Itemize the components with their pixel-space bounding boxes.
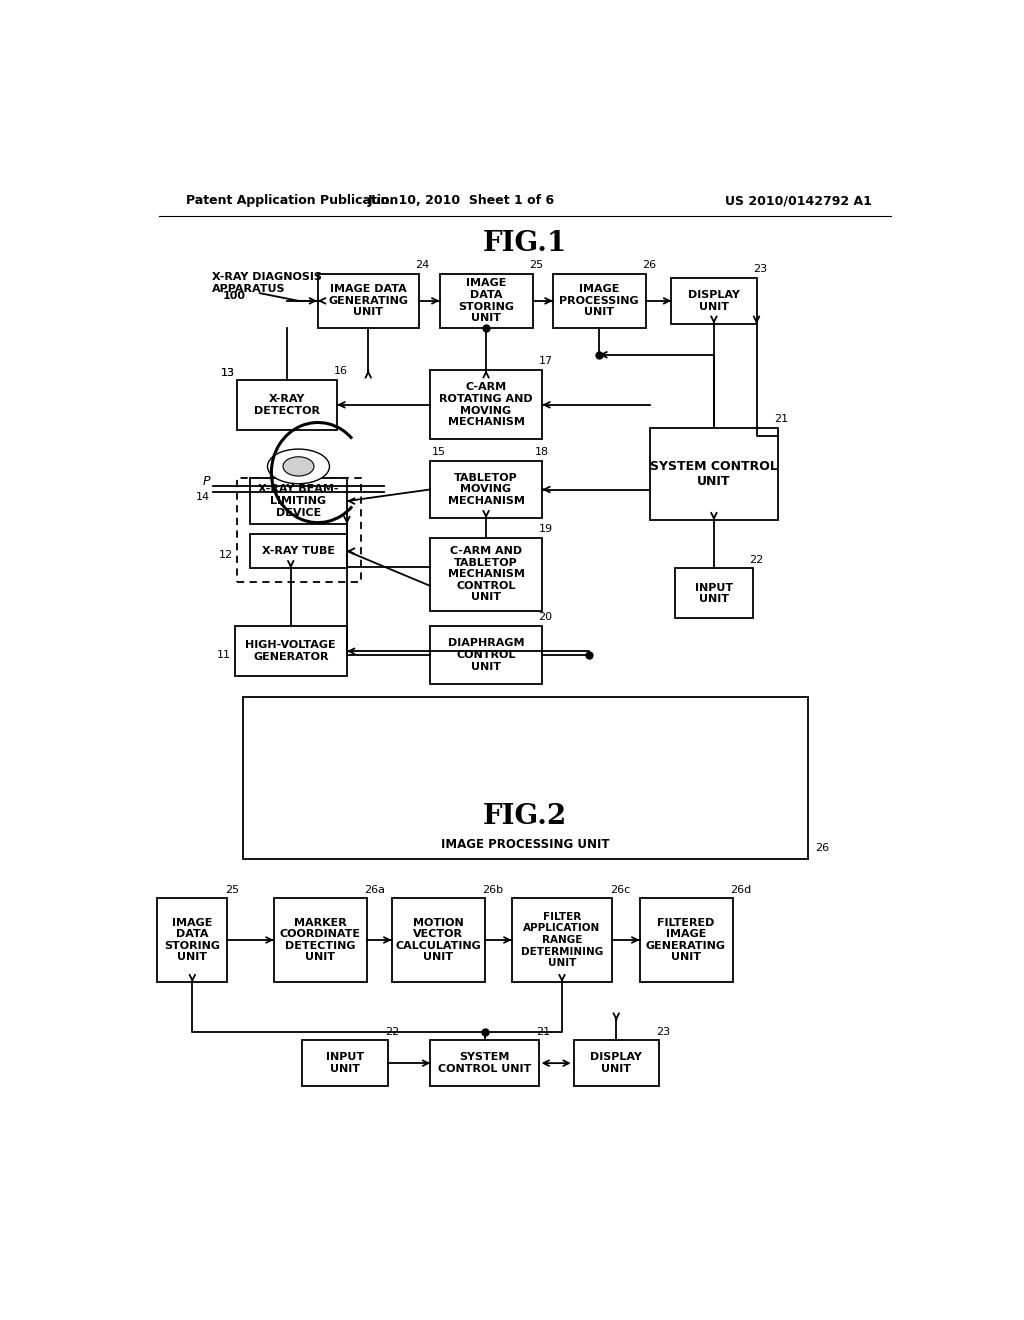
Bar [250, 478, 347, 524]
Text: 26: 26 [815, 843, 828, 853]
Text: INPUT
UNIT: INPUT UNIT [695, 582, 733, 605]
Bar [250, 533, 347, 569]
Bar [439, 275, 532, 327]
Ellipse shape [283, 457, 314, 477]
Text: 11: 11 [217, 649, 230, 660]
Text: HIGH-VOLTAGE
GENERATOR: HIGH-VOLTAGE GENERATOR [246, 640, 336, 663]
Bar [273, 898, 367, 982]
Text: DIAPHRAGM
CONTROL
UNIT: DIAPHRAGM CONTROL UNIT [447, 639, 524, 672]
Text: IMAGE
DATA
STORING
UNIT: IMAGE DATA STORING UNIT [458, 279, 514, 323]
Text: X-RAY TUBE: X-RAY TUBE [262, 546, 335, 556]
Text: C-ARM AND
TABLETOP
MECHANISM
CONTROL
UNIT: C-ARM AND TABLETOP MECHANISM CONTROL UNI… [447, 546, 524, 602]
Bar [317, 275, 419, 327]
Text: 25: 25 [225, 884, 239, 895]
Text: 100: 100 [222, 290, 246, 301]
Text: 16: 16 [334, 366, 347, 376]
Bar [512, 898, 612, 982]
Bar [158, 898, 227, 982]
Bar [573, 1040, 658, 1086]
Text: C-ARM
ROTATING AND
MOVING
MECHANISM: C-ARM ROTATING AND MOVING MECHANISM [439, 383, 532, 428]
Bar [237, 478, 360, 582]
Text: 26d: 26d [730, 884, 752, 895]
Text: DISPLAY
UNIT: DISPLAY UNIT [590, 1052, 642, 1074]
Text: 17: 17 [539, 356, 553, 367]
Bar [243, 697, 809, 859]
Text: 13: 13 [221, 368, 234, 378]
Text: MOTION
VECTOR
CALCULATING
UNIT: MOTION VECTOR CALCULATING UNIT [395, 917, 481, 962]
Text: 14: 14 [196, 492, 210, 502]
Text: TABLETOP
MOVING
MECHANISM: TABLETOP MOVING MECHANISM [447, 473, 524, 506]
Text: 22: 22 [385, 1027, 399, 1038]
Text: 15: 15 [431, 446, 445, 457]
Bar [553, 275, 646, 327]
Bar [302, 1040, 388, 1086]
Text: 23: 23 [753, 264, 767, 275]
Text: INPUT
UNIT: INPUT UNIT [326, 1052, 365, 1074]
Text: FIG.1: FIG.1 [482, 230, 567, 256]
Bar [640, 898, 732, 982]
Text: 23: 23 [656, 1027, 671, 1038]
Text: DISPLAY
UNIT: DISPLAY UNIT [688, 290, 739, 312]
Text: X-RAY DIAGNOSIS
APPARATUS: X-RAY DIAGNOSIS APPARATUS [212, 272, 322, 294]
Bar [430, 626, 543, 684]
Text: 24: 24 [415, 260, 429, 271]
Ellipse shape [267, 449, 330, 483]
Bar [430, 537, 543, 611]
Bar [650, 428, 778, 520]
Bar [391, 898, 484, 982]
Text: FILTER
APPLICATION
RANGE
DETERMINING
UNIT: FILTER APPLICATION RANGE DETERMINING UNI… [521, 912, 603, 968]
Bar [234, 626, 347, 676]
Bar [672, 277, 757, 323]
Bar [675, 569, 753, 619]
Text: 19: 19 [539, 524, 553, 533]
Text: 26: 26 [642, 260, 656, 271]
Text: 26c: 26c [610, 884, 631, 895]
Text: 26a: 26a [365, 884, 385, 895]
Text: SYSTEM CONTROL
UNIT: SYSTEM CONTROL UNIT [650, 461, 778, 488]
Text: FILTERED
IMAGE
GENERATING
UNIT: FILTERED IMAGE GENERATING UNIT [646, 917, 726, 962]
Text: 12: 12 [218, 550, 232, 560]
Bar [430, 461, 543, 519]
Text: 20: 20 [539, 612, 553, 622]
Bar [430, 370, 543, 440]
Bar [237, 380, 337, 430]
Text: 13: 13 [221, 368, 234, 378]
Text: 25: 25 [528, 260, 543, 271]
Text: X-RAY
DETECTOR: X-RAY DETECTOR [254, 393, 319, 416]
Text: US 2010/0142792 A1: US 2010/0142792 A1 [725, 194, 872, 207]
Text: 18: 18 [535, 446, 549, 457]
Text: X-RAY BEAM-
LIMITING
DEVICE: X-RAY BEAM- LIMITING DEVICE [258, 484, 339, 517]
Text: IMAGE
PROCESSING
UNIT: IMAGE PROCESSING UNIT [559, 284, 639, 317]
Text: 22: 22 [749, 554, 763, 565]
Text: IMAGE PROCESSING UNIT: IMAGE PROCESSING UNIT [441, 838, 610, 851]
Bar [430, 1040, 539, 1086]
Text: 21: 21 [774, 414, 788, 424]
Text: FIG.2: FIG.2 [482, 804, 567, 830]
Text: Jun. 10, 2010  Sheet 1 of 6: Jun. 10, 2010 Sheet 1 of 6 [368, 194, 555, 207]
Text: 26b: 26b [482, 884, 504, 895]
Text: SYSTEM
CONTROL UNIT: SYSTEM CONTROL UNIT [438, 1052, 531, 1074]
Text: Patent Application Publication: Patent Application Publication [186, 194, 398, 207]
Text: P: P [203, 475, 210, 488]
Text: MARKER
COORDINATE
DETECTING
UNIT: MARKER COORDINATE DETECTING UNIT [280, 917, 360, 962]
Text: IMAGE DATA
GENERATING
UNIT: IMAGE DATA GENERATING UNIT [329, 284, 409, 317]
Text: IMAGE
DATA
STORING
UNIT: IMAGE DATA STORING UNIT [164, 917, 220, 962]
Text: 21: 21 [537, 1027, 551, 1038]
